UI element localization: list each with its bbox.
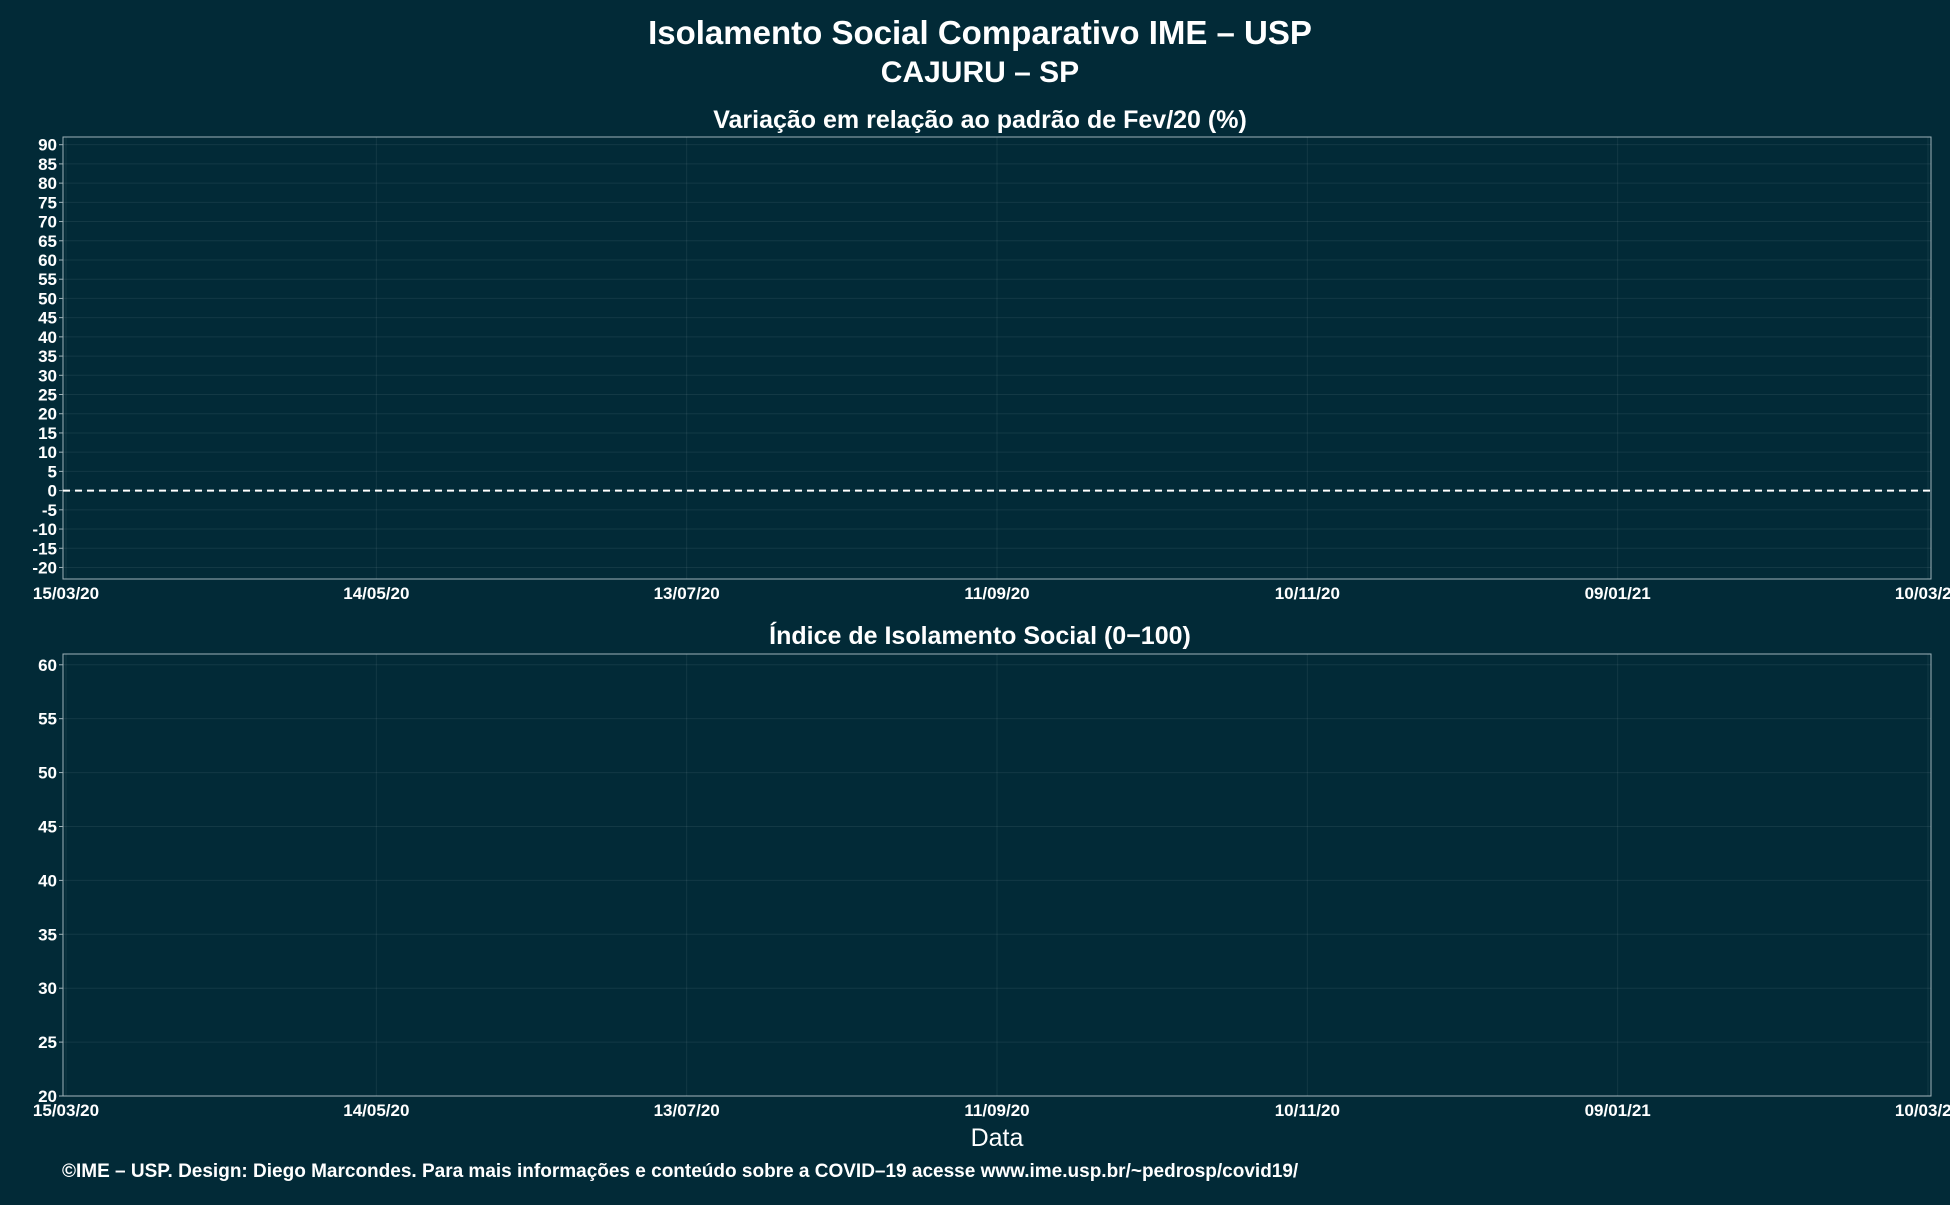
- variation-panel-title: Variação em relação ao padrão de Fev/20 …: [713, 106, 1247, 134]
- x-tick-label: 11/09/20: [964, 584, 1029, 603]
- x-tick-label: 11/09/20: [964, 1101, 1029, 1120]
- y-tick-label: 45: [38, 817, 57, 836]
- y-tick-label: 25: [38, 386, 57, 405]
- x-tick-label: 14/05/20: [343, 1101, 409, 1120]
- variation-y-ticks: 908580757065605550454035302520151050-5-1…: [32, 136, 63, 577]
- y-tick-label: 50: [38, 289, 57, 308]
- x-tick-label: 10/03/21: [1895, 1101, 1950, 1120]
- y-tick-label: 30: [38, 366, 57, 385]
- index-y-ticks: 60 55 50 45 40 35 30 25 20: [38, 656, 63, 1106]
- x-tick-label: 15/03/20: [33, 584, 99, 603]
- y-tick-label: -5: [42, 501, 57, 520]
- x-tick-label: 14/05/20: [343, 584, 409, 603]
- y-tick-label: 60: [38, 251, 57, 270]
- y-tick-label: 20: [38, 1087, 57, 1106]
- y-tick-label: 65: [38, 232, 57, 251]
- x-tick-label: 13/07/20: [654, 1101, 720, 1120]
- y-tick-label: 85: [38, 155, 57, 174]
- y-tick-label: 35: [38, 925, 57, 944]
- variation-grid: [63, 137, 1931, 579]
- y-tick-label: 55: [38, 710, 57, 729]
- y-tick-label: 30: [38, 979, 57, 998]
- y-tick-label: 0: [48, 482, 57, 501]
- y-tick-label: -15: [32, 539, 57, 558]
- y-tick-label: -20: [32, 558, 57, 577]
- y-tick-label: 90: [38, 136, 57, 155]
- y-tick-label: 60: [38, 656, 57, 675]
- y-tick-label: 10: [38, 443, 57, 462]
- y-tick-label: 20: [38, 405, 57, 424]
- x-tick-label: 10/11/20: [1275, 1101, 1340, 1120]
- y-tick-label: 45: [38, 309, 57, 328]
- y-tick-label: 75: [38, 193, 57, 212]
- index-grid: [63, 654, 1931, 1097]
- variation-panel: Variação em relação ao padrão de Fev/20 …: [32, 106, 1950, 603]
- chart-title: Isolamento Social Comparativo IME – USP: [648, 14, 1312, 51]
- y-tick-label: 40: [38, 328, 57, 347]
- chart-subtitle: CAJURU – SP: [881, 56, 1079, 89]
- index-panel: Índice de Isolamento Social (0−100) 60 55…: [33, 621, 1950, 1152]
- x-tick-label: 10/03/21: [1895, 584, 1950, 603]
- y-tick-label: 55: [38, 270, 57, 289]
- y-tick-label: 25: [38, 1033, 57, 1052]
- x-tick-label: 09/01/21: [1585, 584, 1651, 603]
- x-tick-label: 13/07/20: [654, 584, 720, 603]
- y-tick-label: 40: [38, 871, 57, 890]
- y-tick-label: 35: [38, 347, 57, 366]
- footer-credit: ©IME – USP. Design: Diego Marcondes. Par…: [62, 1161, 1299, 1182]
- x-tick-label: 09/01/21: [1585, 1101, 1651, 1120]
- y-tick-label: 50: [38, 764, 57, 783]
- index-x-ticks: 15/03/20 14/05/20 13/07/20 11/09/20 10/11/20…: [33, 1101, 1950, 1120]
- y-tick-label: 5: [48, 462, 57, 481]
- x-tick-label: 10/11/20: [1275, 584, 1340, 603]
- index-x-axis-label: Data: [971, 1124, 1024, 1152]
- index-panel-title: Índice de Isolamento Social (0−100): [769, 621, 1191, 650]
- y-tick-label: 70: [38, 213, 57, 232]
- index-plot-frame: [62, 653, 1932, 1097]
- y-tick-label: 15: [38, 424, 57, 443]
- y-tick-label: 80: [38, 174, 57, 193]
- variation-x-ticks: 15/03/20 14/05/20 13/07/20 11/09/20 10/11/20…: [33, 584, 1950, 603]
- variation-plot-frame: [62, 136, 1932, 580]
- y-tick-label: -10: [32, 520, 57, 539]
- x-tick-label: 15/03/20: [33, 1101, 99, 1120]
